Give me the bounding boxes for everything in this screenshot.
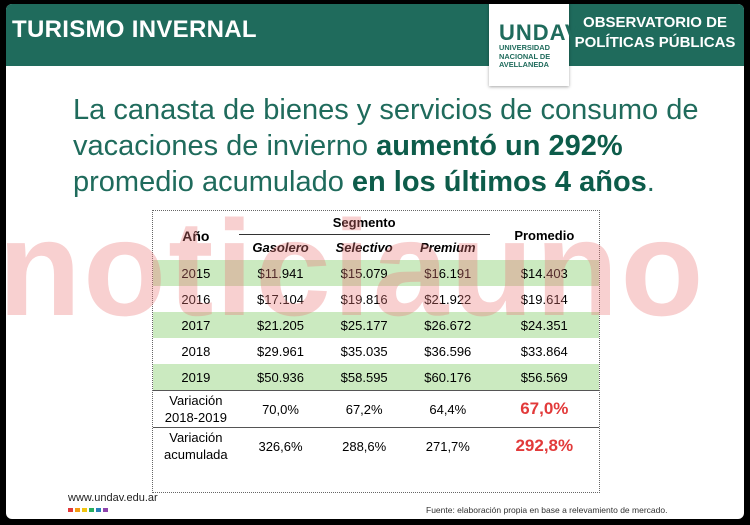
section-title: TURISMO INVERNAL: [12, 16, 257, 43]
brand-color-dot: [96, 508, 101, 512]
brand-color-dot: [103, 508, 108, 512]
col-header-gasolero: Gasolero: [238, 234, 323, 260]
footer-url[interactable]: www.undav.edu.ar: [68, 492, 158, 504]
variation-label: Variación acumulada: [153, 427, 239, 464]
col-header-premium: Premium: [405, 234, 490, 260]
cell-year: 2018: [181, 343, 211, 359]
variation-label-line1: Variación: [169, 430, 223, 445]
cell-premium: 64,4%: [405, 390, 490, 428]
cell-selectivo: $19.816: [340, 291, 388, 307]
cell-year: 2016: [181, 291, 211, 307]
slide: TURISMO INVERNAL OBSERVATORIO DE POLÍTIC…: [6, 4, 744, 519]
cell-premium: $26.672: [405, 312, 490, 338]
headline: La canasta de bienes y servicios de cons…: [73, 92, 733, 200]
logo-mark: UNDAV: [499, 20, 581, 45]
observatorio-title: OBSERVATORIO DE POLÍTICAS PÚBLICAS: [570, 13, 740, 53]
undav-logo[interactable]: UNDAV UNIVERSIDAD NACIONAL DE AVELLANEDA: [489, 4, 580, 86]
headline-part1: La canasta de bienes y servicios de cons…: [73, 94, 699, 162]
source-note: Fuente: elaboración propia en base a rel…: [426, 505, 668, 515]
cell-premium: $36.596: [424, 343, 472, 359]
cell-gasolero: 70,0%: [238, 390, 323, 428]
cell-premium: $16.191: [405, 260, 490, 286]
col-header-promedio: Promedio: [489, 211, 599, 260]
cell-promedio: 292,8%: [489, 427, 599, 464]
brand-color-dot: [68, 508, 73, 512]
cell-selectivo: $25.177: [322, 312, 406, 338]
cell-gasolero: $29.961: [257, 343, 305, 359]
top-bar: TURISMO INVERNAL OBSERVATORIO DE POLÍTIC…: [6, 4, 744, 66]
cell-year: 2019: [153, 364, 239, 391]
cell-gasolero: $50.936: [238, 364, 323, 391]
cell-gasolero: $11.941: [238, 260, 323, 286]
table-row: 2018 $29.961 $35.035 $36.596 $33.864: [153, 338, 599, 364]
col-header-selectivo: Selectivo: [322, 234, 406, 260]
col-header-year: Año: [153, 211, 239, 260]
cell-promedio: $56.569: [489, 364, 599, 391]
variation-label-line2: acumulada: [164, 447, 228, 462]
cell-promedio: 67,0%: [489, 390, 599, 428]
cell-premium: $21.922: [424, 291, 472, 307]
brand-color-dot: [82, 508, 87, 512]
col-header-segment: Segmento: [238, 211, 490, 235]
cell-selectivo: $15.079: [322, 260, 406, 286]
cell-promedio: $33.864: [520, 343, 568, 359]
variation-row-2018-2019: Variación 2018-2019 70,0% 67,2% 64,4% 67…: [153, 390, 599, 428]
cell-gasolero: 326,6%: [238, 427, 323, 464]
cell-selectivo: $58.595: [322, 364, 406, 391]
variation-label-line2: 2018-2019: [164, 410, 227, 425]
brand-color-dot: [89, 508, 94, 512]
watermark: noticiauno: [6, 192, 706, 344]
cell-premium: $60.176: [405, 364, 490, 391]
headline-part3: .: [646, 166, 655, 198]
cell-promedio: $14.403: [489, 260, 599, 286]
observatorio-line2: POLÍTICAS PÚBLICAS: [574, 34, 736, 51]
cell-gasolero: $21.205: [238, 312, 323, 338]
headline-bold1: aumentó un 292%: [376, 130, 623, 162]
table-row: 2017 $21.205 $25.177 $26.672 $24.351: [153, 312, 599, 338]
variation-row-acumulada: Variación acumulada 326,6% 288,6% 271,7%…: [153, 427, 599, 464]
cell-selectivo: 67,2%: [322, 390, 406, 428]
headline-part2: promedio acumulado: [73, 166, 352, 198]
table-row: 2019 $50.936 $58.595 $60.176 $56.569: [153, 364, 599, 391]
table-row: 2015 $11.941 $15.079 $16.191 $14.403: [153, 260, 599, 286]
headline-bold2: en los últimos 4 años: [351, 166, 647, 198]
price-table-container: Año Segmento Promedio Gasolero Selectivo…: [152, 210, 600, 493]
cell-selectivo: 288,6%: [322, 427, 406, 464]
table-row: 2016 $17.104 $19.816 $21.922 $19.614: [153, 286, 599, 312]
cell-selectivo: $35.035: [340, 343, 388, 359]
cell-gasolero: $17.104: [257, 291, 305, 307]
cell-year: 2017: [153, 312, 239, 338]
logo-university-name: UNIVERSIDAD NACIONAL DE AVELLANEDA: [499, 43, 551, 70]
price-table: Año Segmento Promedio Gasolero Selectivo…: [153, 211, 599, 464]
brand-color-dots: [68, 499, 110, 517]
cell-promedio: $24.351: [489, 312, 599, 338]
cell-year: 2015: [153, 260, 239, 286]
variation-label-line1: Variación: [169, 393, 223, 408]
cell-premium: 271,7%: [405, 427, 490, 464]
cell-promedio: $19.614: [520, 291, 568, 307]
observatorio-line1: OBSERVATORIO DE: [583, 14, 727, 31]
variation-label: Variación 2018-2019: [153, 390, 239, 428]
brand-color-dot: [75, 508, 80, 512]
